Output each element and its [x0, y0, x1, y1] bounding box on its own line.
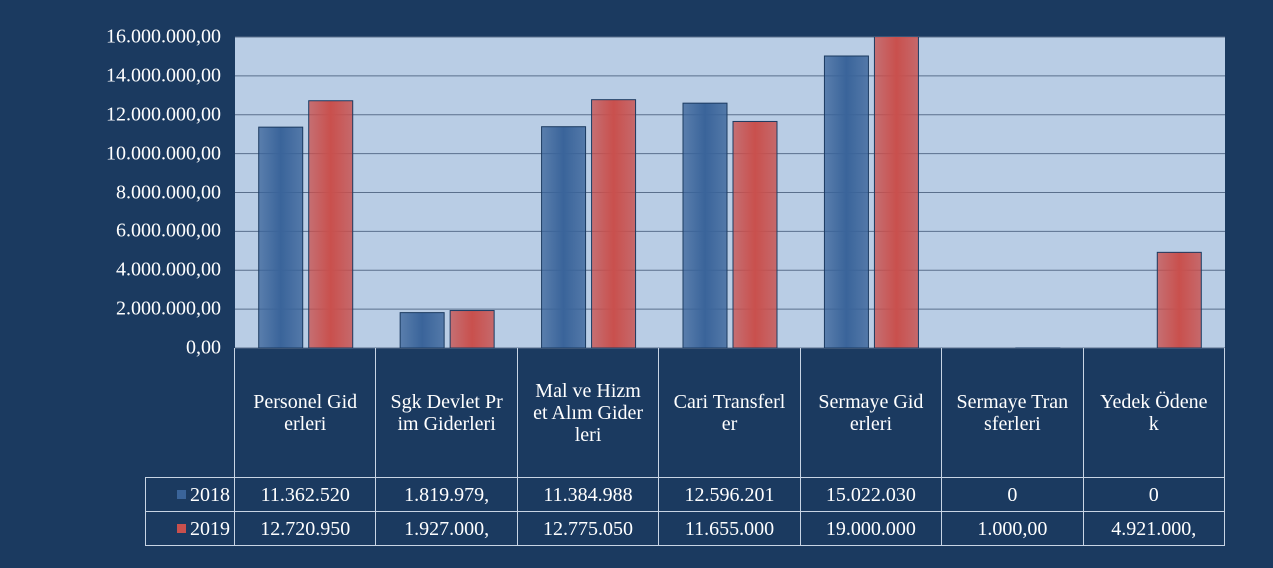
bar [1156, 251, 1202, 348]
table-value: 11.384.988 [517, 478, 660, 512]
y-tick-label: 8.000.000,00 [116, 181, 221, 203]
category-label: Mal ve Hizmet Alım Giderleri [517, 348, 660, 478]
category-label: Sermaye Giderleri [800, 348, 943, 478]
bar [541, 126, 587, 348]
table-value: 12.775.050 [517, 512, 660, 546]
table-value: 1.819.979, [376, 478, 518, 512]
legend-cell: 2018 [145, 478, 235, 512]
table-value: 12.720.950 [235, 512, 377, 546]
bar [591, 99, 637, 348]
table-value: 12.596.201 [659, 478, 801, 512]
legend-label: 2018 [190, 483, 230, 506]
bar [308, 100, 354, 348]
y-tick-label: 2.000.000,00 [116, 297, 221, 320]
bar [449, 310, 495, 348]
bar [823, 55, 869, 348]
table-value: 15.022.030 [800, 478, 943, 512]
legend-label: 2019 [190, 517, 230, 540]
y-tick-label: 14.000.000,00 [106, 64, 221, 87]
table-value: 4.921.000, [1083, 512, 1225, 546]
y-tick-label: 10.000.000,00 [106, 142, 221, 165]
bar [258, 126, 304, 348]
y-tick-label: 6.000.000,00 [116, 219, 221, 242]
legend-marker [177, 524, 186, 533]
category-label: Personel Giderleri [235, 348, 377, 478]
bar [732, 120, 778, 348]
legend-cell: 2019 [145, 512, 235, 546]
y-tick-label: 0,00 [186, 336, 221, 359]
table-value: 0 [1083, 478, 1225, 512]
table-corner [145, 348, 235, 478]
bar [399, 312, 445, 348]
table-value: 0 [942, 478, 1084, 512]
bar [682, 102, 728, 348]
table-value: 11.362.520 [235, 478, 377, 512]
y-tick-label: 16.000.000,00 [106, 25, 221, 48]
table-value: 1.000,00 [942, 512, 1084, 546]
category-label: Yedek Ödenek [1083, 348, 1225, 478]
category-label: Sgk Devlet Prim Giderleri [376, 348, 518, 478]
legend-marker [177, 490, 186, 499]
bar [873, 37, 919, 348]
table-value: 1.927.000, [376, 512, 518, 546]
y-tick-label: 4.000.000,00 [116, 258, 221, 281]
y-tick-label: 12.000.000,00 [106, 103, 221, 126]
category-label: Sermaye Transferleri [942, 348, 1084, 478]
table-value: 19.000.000 [800, 512, 943, 546]
table-value: 11.655.000 [659, 512, 801, 546]
category-label: Cari Transferler [659, 348, 801, 478]
